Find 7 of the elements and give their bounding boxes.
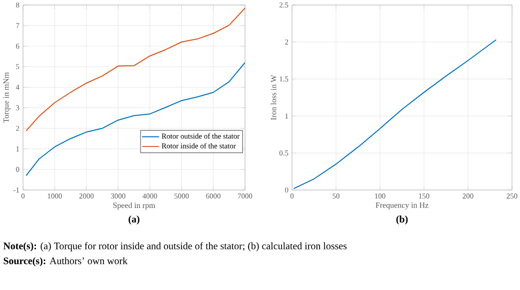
- line-series: [293, 39, 497, 190]
- text: Source(s): Authors’ own work: [4, 257, 128, 266]
- text: (b): [396, 216, 408, 225]
- text: Note(s): (a) Torque for rotor inside and outside of the stator; (b) calculated iron losses: [3, 242, 347, 252]
- line-series: [26, 62, 245, 176]
- text: (a): [128, 216, 140, 225]
- line-series: [26, 8, 245, 132]
